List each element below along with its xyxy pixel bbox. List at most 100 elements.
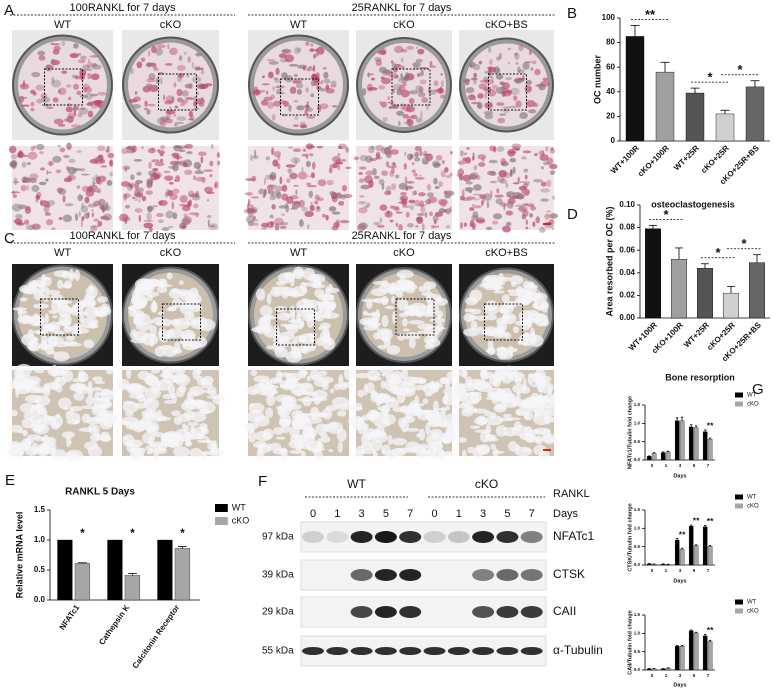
cell-stain: [187, 190, 195, 198]
cell-stain: [515, 61, 519, 65]
protein-label: α-Tubulin: [553, 643, 603, 657]
bar: [702, 635, 708, 671]
cell-stain: [66, 142, 72, 151]
cell-stain: [296, 105, 305, 111]
cell-stain: [310, 93, 315, 97]
cell-stain: [171, 96, 175, 104]
resorption-pit: [274, 346, 288, 358]
cell-stain: [282, 100, 290, 107]
cell-stain: [319, 88, 326, 92]
cell-stain: [164, 118, 173, 124]
significance: **: [679, 529, 686, 539]
cell-stain: [401, 81, 407, 87]
cell-stain: [524, 181, 530, 186]
cell-stain: [253, 86, 259, 95]
cell-stain: [88, 184, 98, 191]
cell-stain: [293, 74, 298, 77]
x-tick-label: 1: [665, 568, 668, 573]
cell-stain: [509, 195, 519, 199]
cell-stain: [414, 157, 421, 162]
cell-stain: [416, 216, 424, 224]
cell-stain: [295, 189, 298, 195]
resorption-pit: [384, 305, 395, 310]
cell-stain: [252, 155, 259, 159]
cell-stain: [385, 185, 392, 194]
y-tick-label: 0.02: [619, 291, 635, 300]
resorption-pit: [251, 389, 259, 394]
cell-stain: [97, 91, 107, 96]
cell-stain: [432, 214, 439, 222]
resorption-pit: [173, 446, 190, 458]
resorption-pit: [86, 296, 96, 300]
cell-stain: [331, 155, 342, 163]
resorption-pit: [166, 307, 177, 312]
cell-stain: [391, 183, 397, 191]
resorption-pit: [510, 281, 517, 288]
cell-stain: [144, 100, 148, 107]
blot-band: [496, 647, 519, 655]
cell-stain: [87, 72, 92, 80]
resorption-pit: [192, 368, 201, 380]
cell-stain: [308, 190, 314, 198]
cell-stain: [385, 161, 390, 168]
cell-stain: [145, 190, 154, 195]
resorption-pit: [386, 449, 399, 459]
cell-stain: [51, 79, 62, 88]
cell-stain: [187, 56, 191, 63]
cell-stain: [501, 90, 506, 97]
resorption-pit: [61, 431, 76, 439]
resorption-pit: [269, 388, 274, 397]
resorption-pit: [420, 403, 425, 407]
cell-stain: [417, 48, 425, 55]
resorption-pit: [524, 432, 536, 443]
y-axis-label: Area resorbed per OC (%): [604, 206, 614, 316]
cell-stain: [341, 158, 347, 162]
cell-stain: [281, 184, 288, 192]
cell-stain: [307, 185, 317, 188]
resorption-pit: [93, 424, 100, 437]
resorption-pit: [363, 312, 381, 317]
cell-stain: [146, 108, 151, 115]
cell-stain: [167, 44, 170, 50]
cell-stain: [296, 89, 302, 95]
cell-stain: [141, 195, 147, 202]
resorption-pit: [291, 410, 304, 420]
cell-stain: [183, 213, 188, 218]
bar: [107, 539, 123, 601]
cell-stain: [323, 78, 331, 84]
resorption-pit: [401, 381, 414, 394]
cell-stain: [522, 61, 530, 70]
cell-stain: [439, 94, 446, 99]
cell-stain: [265, 156, 270, 161]
resorption-pit: [179, 280, 184, 286]
x-tick-label: NFATc1: [58, 603, 82, 632]
x-tick-label: Calcitonin Receptor: [131, 603, 182, 670]
resorption-pit: [137, 447, 146, 455]
resorption-pit: [180, 329, 196, 342]
cell-stain: [400, 48, 408, 53]
resorption-pit: [531, 372, 543, 382]
cell-stain: [52, 97, 59, 103]
cell-stain: [396, 110, 405, 116]
x-tick-label: 5: [693, 463, 696, 468]
cell-stain: [298, 199, 305, 208]
cell-stain: [201, 176, 206, 184]
cell-stain: [489, 102, 493, 107]
cell-stain: [77, 112, 83, 118]
resorption-pit: [428, 418, 441, 428]
cell-stain: [478, 83, 488, 90]
cell-stain: [167, 190, 174, 196]
cell-stain: [332, 162, 338, 169]
resorption-pit: [290, 339, 298, 353]
blot-band: [520, 647, 543, 655]
cell-stain: [509, 157, 517, 163]
cell-stain: [53, 118, 64, 125]
cell-stain: [152, 205, 158, 208]
panel-letter: D: [567, 206, 578, 223]
resorption-pit: [336, 428, 347, 442]
resorption-pit: [354, 373, 371, 379]
cell-stain: [50, 58, 56, 64]
cell-stain: [186, 74, 190, 78]
y-tick-label: 1.0: [34, 535, 46, 544]
cell-stain: [486, 200, 490, 209]
